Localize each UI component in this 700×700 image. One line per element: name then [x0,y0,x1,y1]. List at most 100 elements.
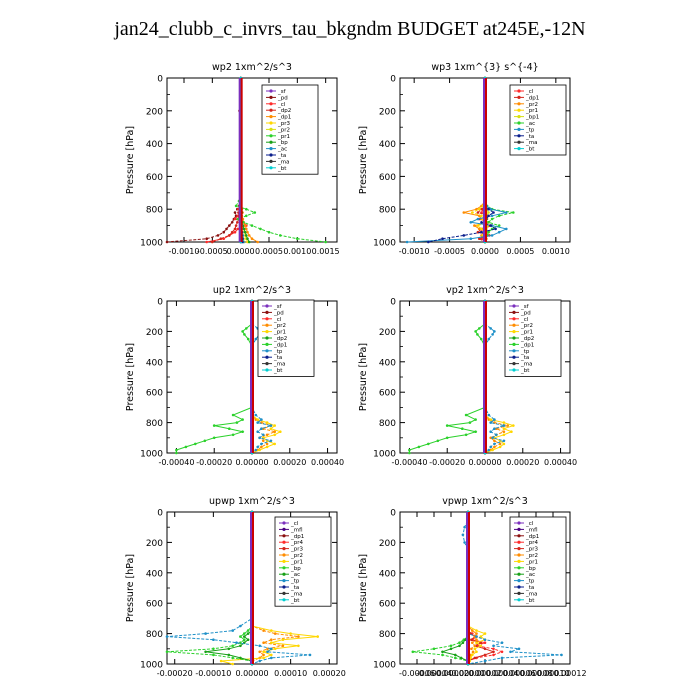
series-point [227,647,231,651]
y-tick-label: 0 [390,75,396,85]
legend: _cl_mfl_dp1_pr4_pr3_pr2_pr1_bp_ac_tp_ta_… [509,516,567,607]
series-point [281,644,285,648]
series-point [470,647,473,651]
panel-title: wp3 1xm^{3} s^{-4} [431,62,538,73]
series-point [510,430,513,434]
series-point [239,635,242,638]
legend-entry: _dp1 [273,342,287,348]
series-point [233,211,237,214]
series-point [219,659,223,663]
series-line-pr2 [484,301,508,454]
y-tick-label: 800 [379,419,396,429]
series-point [316,635,320,638]
series-point [211,240,214,244]
legend-entry: _sf [520,304,530,310]
series-point [459,656,463,660]
x-tick-label: -0.00020 [196,458,232,467]
series-point [247,234,251,237]
series-point [471,211,474,214]
series-point [493,330,496,333]
legend-entry: _cl [290,521,299,527]
legend: _sf_pd_cl_dp2_dp1_pr3_pr2_pr1_bp_ac_ta_m… [261,84,319,175]
series-point [262,641,265,644]
y-tick-label: 400 [146,140,163,150]
legend-swatch-marker [282,540,286,544]
legend-entry: _dp1 [290,534,304,540]
series-point [243,638,246,641]
series-point [491,436,494,440]
y-tick-label: 400 [146,358,163,368]
x-tick-label: 0.00000 [451,669,484,678]
y-tick-label: 200 [146,107,163,117]
series-point [490,217,494,221]
series-point [427,442,430,446]
series-point [497,230,501,234]
legend-entry: _pr1 [277,134,290,140]
series-point [462,211,466,214]
series-point [502,439,506,443]
series-point [475,635,478,638]
series-point [254,448,258,452]
series-point [228,427,231,431]
series-point [454,656,457,660]
legend-entry: _bp [290,566,301,572]
series-point [246,632,250,635]
x-tick-label: 0.00008 [519,669,552,678]
legend-swatch-marker [269,134,273,138]
series-point [254,337,258,341]
series-point [297,635,300,638]
y-tick-label: 600 [379,389,396,399]
series-point [259,227,262,231]
series-point [480,214,483,218]
series-point [270,629,273,632]
series-point [243,224,247,227]
series-point [265,442,269,446]
y-tick-label: 0 [390,298,396,308]
series-point [480,207,483,211]
series-point [461,533,465,537]
series-point [273,430,277,434]
series-point [489,421,493,424]
series-point [228,234,231,237]
legend-swatch-marker [517,121,521,125]
legend-swatch-marker [282,559,286,564]
series-point [165,650,169,654]
series-point [473,656,477,660]
series-point [468,421,472,424]
series-point [493,418,496,421]
panel-1: wp3 1xm^{3} s^{-4} Pressure [hPa] 0 200 400 6… [358,62,571,256]
series-point [225,227,228,231]
legend-swatch-marker [517,559,521,564]
legend-swatch-marker [265,323,269,327]
series-point [478,207,481,211]
series-point [500,650,504,654]
legend-entry: _cl [277,102,286,108]
series-point [432,647,436,651]
series-point [445,424,449,427]
series-point [205,240,208,244]
series-point [262,653,265,657]
series-point [222,230,225,234]
y-tick-label: 400 [379,140,396,150]
legend-swatch-marker [282,527,286,532]
y-tick-label: 1000 [140,661,163,671]
series-point [212,647,215,651]
y-tick-label: 800 [379,206,396,216]
series-point [236,227,240,231]
legend-swatch-marker [282,572,286,576]
legend-swatch-marker [512,310,516,314]
series-point [458,641,461,644]
legend-entry: _sf [273,304,283,310]
y-tick-label: 0 [390,509,396,519]
x-tick-label: -0.00004 [416,669,452,678]
legend-entry: _bt [277,166,287,172]
series-point [216,234,220,237]
panel-4: upwp 1xm^2/s^3 Pressure [hPa] 0 200 400 600 80… [125,496,346,678]
legend-swatch-marker [269,115,273,119]
legend-entry: _pr2 [273,323,286,329]
series-point [262,433,265,437]
series-point [262,656,265,660]
series-point [246,337,250,341]
series-point [475,641,478,644]
